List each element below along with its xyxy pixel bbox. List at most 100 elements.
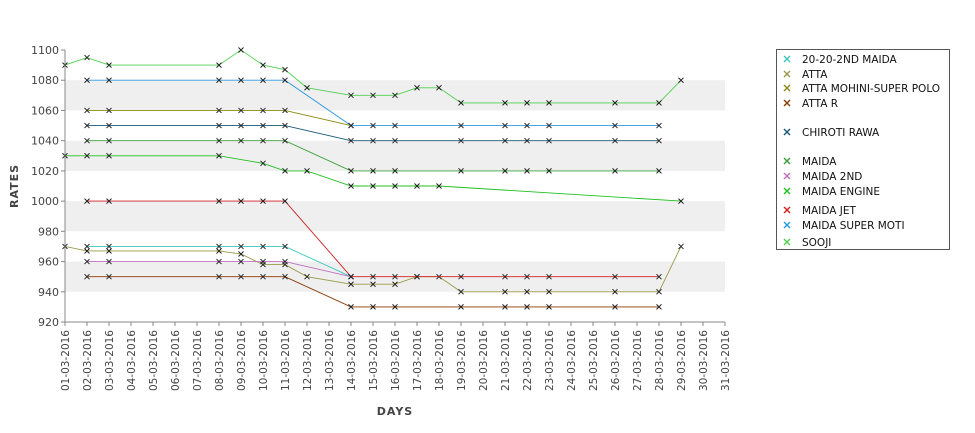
point-mark <box>656 137 662 144</box>
data-point <box>370 122 376 129</box>
point-mark <box>502 288 508 295</box>
data-point <box>656 304 662 310</box>
point-mark <box>392 122 398 129</box>
point-mark <box>458 168 464 174</box>
legend-label: MAIDA SUPER MOTI <box>802 220 905 232</box>
data-point <box>436 183 442 189</box>
data-point <box>216 248 222 254</box>
point-mark <box>238 273 244 280</box>
data-point <box>392 137 398 144</box>
data-point <box>656 273 662 280</box>
point-mark <box>106 62 112 68</box>
y-tick-label: 940 <box>38 286 59 299</box>
legend: 20-20-2ND MAIDA ATTA ATTA MOHINI-SUPER POL… <box>776 49 950 250</box>
x-tick-label: 27-03-2016 <box>632 330 644 391</box>
data-point <box>502 100 508 106</box>
data-point <box>678 77 684 84</box>
data-point <box>612 273 618 280</box>
series-0 <box>84 243 354 280</box>
point-mark <box>260 243 266 250</box>
point-mark <box>502 122 508 129</box>
point-mark <box>216 122 222 129</box>
point-mark <box>612 168 618 174</box>
data-point <box>238 77 244 84</box>
data-point <box>106 273 112 280</box>
point-mark <box>238 251 244 257</box>
data-point <box>656 137 662 144</box>
data-point <box>348 183 354 189</box>
data-point <box>282 122 288 129</box>
point-mark <box>524 168 530 174</box>
point-mark <box>348 92 354 99</box>
data-point <box>238 243 244 250</box>
data-point <box>260 122 266 129</box>
point-mark <box>502 168 508 174</box>
y-tick-label: 1020 <box>31 165 59 178</box>
legend-item: MAIDA <box>783 156 837 168</box>
point-mark <box>260 160 266 167</box>
data-point <box>392 92 398 99</box>
legend-label: 20-20-2ND MAIDA <box>802 54 897 66</box>
point-mark <box>84 77 90 84</box>
data-point <box>260 62 266 68</box>
point-mark <box>238 198 244 204</box>
point-mark <box>282 122 288 129</box>
data-point <box>458 304 464 310</box>
point-mark <box>546 122 552 129</box>
data-point <box>260 243 266 250</box>
point-mark <box>304 273 310 280</box>
data-point <box>238 251 244 257</box>
x-tick-label: 28-03-2016 <box>654 330 666 391</box>
data-point <box>238 107 244 114</box>
legend-marker <box>783 70 791 78</box>
data-point <box>436 84 442 91</box>
data-point <box>216 198 222 204</box>
point-mark <box>84 248 90 254</box>
point-mark <box>414 273 420 280</box>
data-point <box>238 273 244 280</box>
y-tick-label: 1000 <box>31 195 59 208</box>
data-point <box>370 273 376 280</box>
data-point <box>84 243 90 250</box>
legend-item: ATTA R <box>783 98 838 110</box>
point-mark <box>282 66 288 73</box>
point-mark <box>84 273 90 280</box>
point-mark <box>656 168 662 174</box>
legend-svg: 20-20-2ND MAIDA ATTA ATTA MOHINI-SUPER POL… <box>783 54 940 249</box>
y-tick-label: 920 <box>38 316 59 329</box>
data-point <box>106 248 112 254</box>
point-mark <box>656 122 662 129</box>
x-tick-label: 11-03-2016 <box>280 330 292 391</box>
data-point <box>304 84 310 91</box>
point-mark <box>84 243 90 250</box>
data-point <box>656 122 662 129</box>
point-mark <box>612 288 618 295</box>
data-point <box>282 258 288 265</box>
point-mark <box>238 122 244 129</box>
point-mark <box>238 258 244 265</box>
data-point <box>392 168 398 174</box>
data-point <box>348 281 354 288</box>
x-tick-label: 18-03-2016 <box>434 330 446 391</box>
data-point <box>502 288 508 295</box>
x-tick-label: 16-03-2016 <box>390 330 402 391</box>
data-point <box>502 304 508 310</box>
grid-bands <box>65 80 725 292</box>
data-point <box>414 183 420 189</box>
legend-label: CHIROTI RAWA <box>802 127 880 139</box>
data-point <box>260 77 266 84</box>
data-point <box>392 122 398 129</box>
point-mark <box>348 122 354 129</box>
legend-marker <box>783 221 791 229</box>
point-mark <box>260 258 266 265</box>
data-point <box>458 122 464 129</box>
point-mark <box>282 107 288 114</box>
point-mark <box>392 304 398 310</box>
data-point <box>84 198 90 204</box>
point-mark <box>546 304 552 310</box>
legend-item: MAIDA 2ND <box>783 171 862 183</box>
point-mark <box>260 62 266 68</box>
point-mark <box>282 273 288 280</box>
data-point <box>348 122 354 129</box>
